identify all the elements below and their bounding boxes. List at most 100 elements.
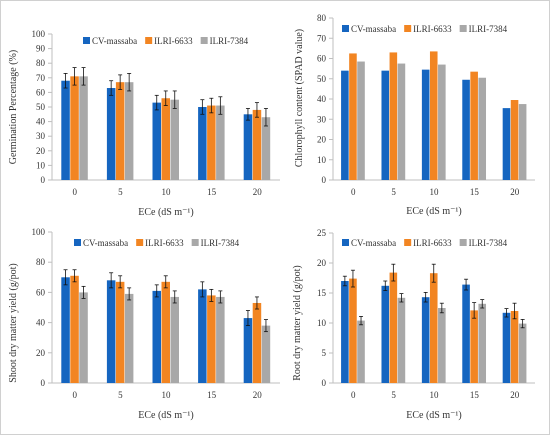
bar [252, 109, 262, 180]
legend-label: ILRI-6633 [413, 238, 452, 248]
bar [70, 76, 79, 180]
y-tick-label: 10 [317, 318, 327, 328]
bar [207, 105, 216, 180]
x-axis-label: ECe (dS m⁻¹) [138, 207, 194, 218]
legend-label: ILRI-7384 [469, 238, 508, 248]
bar [438, 308, 446, 383]
x-tick-label: 20 [253, 390, 263, 400]
bar [349, 53, 357, 180]
bar [438, 64, 446, 180]
bar [462, 79, 470, 180]
bar [216, 105, 225, 180]
legend-label: CV-massaba [351, 24, 396, 34]
y-tick-label: 30 [36, 131, 46, 141]
y-tick-label: 80 [317, 13, 327, 23]
x-tick-label: 15 [207, 390, 217, 400]
x-tick-label: 10 [430, 390, 440, 400]
y-tick-label: 80 [36, 58, 46, 68]
chart-chlorophyll-content: Chlorophyll content (SPAD value) ECe (dS… [294, 13, 535, 217]
bar [161, 98, 170, 180]
bar [349, 278, 357, 383]
y-tick-label: 0 [41, 175, 46, 185]
legend-label: ILRI-6633 [154, 36, 193, 46]
bar [207, 295, 216, 383]
y-tick-label: 20 [36, 348, 46, 358]
x-tick-label: 20 [510, 187, 520, 197]
bar [341, 281, 349, 383]
bar [357, 61, 365, 180]
y-tick-label: 10 [317, 155, 327, 165]
legend-swatch [145, 37, 153, 44]
y-tick-label: 10 [36, 160, 46, 170]
y-tick-label: 15 [317, 288, 327, 298]
legend-label: CV-massaba [83, 238, 128, 248]
bar [389, 272, 398, 383]
y-axis-label: Root dry matter yield (g/pot) [292, 265, 303, 381]
bar [243, 318, 253, 383]
x-tick-label: 20 [510, 390, 520, 400]
bar [462, 284, 470, 383]
bar [124, 293, 134, 383]
bar [381, 70, 390, 180]
y-tick-label: 50 [317, 74, 327, 84]
bar [429, 51, 438, 180]
x-tick-label: 10 [430, 187, 440, 197]
legend-swatch [404, 239, 412, 246]
legend-label: ILRI-7384 [469, 24, 508, 34]
y-tick-label: 90 [36, 44, 46, 54]
bar [70, 275, 79, 383]
bar [478, 303, 487, 383]
legend: CV-massaba ILRI-6633 ILRI-7384 [74, 238, 240, 248]
bar [502, 108, 511, 180]
bar [198, 107, 207, 180]
bar [421, 69, 430, 180]
bar [261, 117, 271, 180]
y-tick-label: 5 [322, 348, 327, 358]
chart-root-dry-matter-yield: Root dry matter yield (g/pot) ECe (dS m⁻… [292, 228, 535, 421]
bar [510, 311, 519, 383]
bar [518, 323, 527, 383]
y-tick-label: 0 [322, 175, 327, 185]
legend-label: ILRI-6633 [145, 238, 184, 248]
bar [243, 114, 253, 180]
chart-germination-percentage: Germination Percentage (%) ECe (dS m⁻¹) … [8, 29, 280, 218]
bar [357, 320, 365, 383]
legend-swatch [459, 239, 467, 246]
legend-swatch [136, 239, 144, 246]
legend-label: ILRI-6633 [413, 24, 452, 34]
bar [198, 289, 207, 383]
bar [152, 102, 161, 180]
legend-swatch [404, 25, 412, 32]
bar [115, 281, 125, 383]
bar [421, 297, 430, 383]
bar [252, 302, 262, 383]
bar [478, 77, 487, 180]
y-tick-label: 50 [36, 102, 46, 112]
legend: CV-massaba ILRI-6633 ILRI-7384 [83, 36, 249, 46]
x-tick-label: 0 [351, 187, 356, 197]
legend-swatch [459, 25, 467, 32]
bar [124, 82, 134, 180]
y-tick-label: 100 [32, 227, 46, 237]
legend-swatch [74, 239, 81, 246]
bar [397, 63, 406, 180]
x-tick-label: 5 [118, 187, 123, 197]
bar [170, 296, 179, 383]
y-axis-label: Chlorophyll content (SPAD value) [294, 29, 305, 167]
y-tick-label: 60 [36, 87, 46, 97]
x-tick-label: 10 [162, 187, 172, 197]
y-tick-label: 20 [36, 146, 46, 156]
legend-label: CV-massaba [92, 36, 137, 46]
y-tick-label: 60 [36, 287, 46, 297]
bar [518, 104, 527, 180]
legend: CV-massaba ILRI-6633 ILRI-7384 [342, 238, 508, 248]
y-tick-label: 40 [36, 318, 46, 328]
bar [115, 82, 125, 180]
bar [389, 52, 398, 180]
bar [170, 99, 179, 180]
bar [397, 297, 406, 383]
bar [61, 277, 70, 383]
legend-swatch [200, 37, 208, 44]
legend-label: CV-massaba [351, 238, 396, 248]
bar [106, 280, 116, 383]
